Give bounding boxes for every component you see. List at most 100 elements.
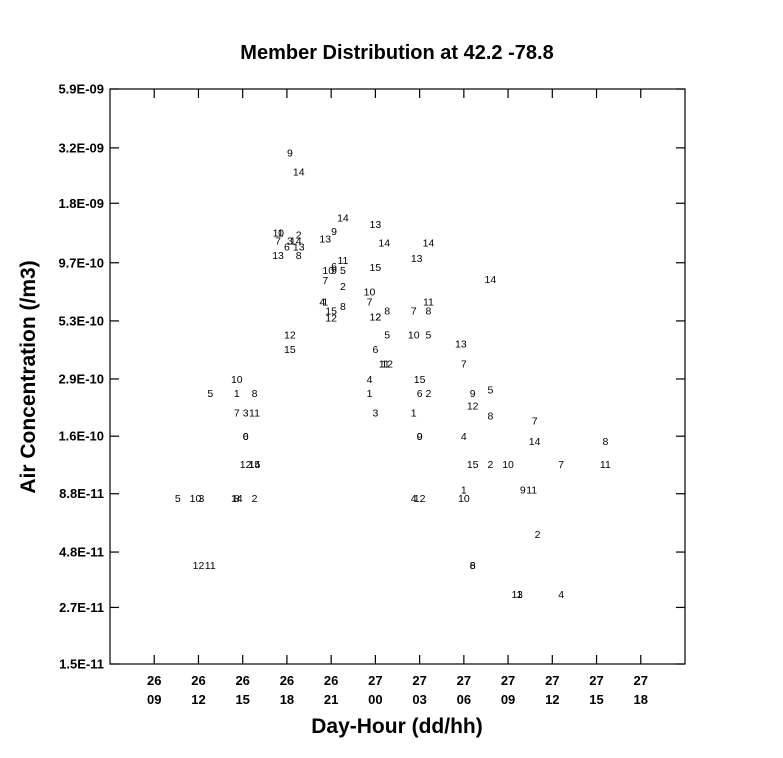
member-point: 10	[190, 493, 202, 505]
member-point: 3	[287, 236, 293, 248]
member-point: 15	[414, 374, 426, 386]
member-point: 12	[370, 311, 382, 323]
x-tick-label-hour: 06	[457, 692, 471, 707]
member-point: 13	[411, 253, 423, 265]
member-point: 11	[379, 359, 390, 371]
x-tick-label-day: 26	[235, 673, 249, 688]
x-tick-label-day: 26	[191, 673, 205, 688]
member-point: 10	[458, 493, 470, 505]
member-point: 1	[367, 388, 373, 400]
member-point: 14	[231, 493, 243, 505]
member-point: 11	[423, 296, 434, 308]
member-point: 6	[331, 261, 337, 273]
x-axis: 2609261226152618262127002703270627092712…	[147, 89, 648, 707]
x-tick-label-hour: 12	[545, 692, 559, 707]
member-point: 12	[325, 312, 337, 324]
member-point: 2	[340, 281, 346, 293]
member-point: 14	[485, 274, 497, 286]
member-point: 15	[284, 344, 296, 356]
member-point: 3	[517, 589, 523, 601]
member-point: 2	[296, 230, 302, 242]
member-point: 7	[275, 236, 281, 248]
member-point: 13	[319, 233, 331, 245]
y-tick-label: 2.9E-10	[58, 371, 104, 386]
member-point: 5	[384, 330, 390, 342]
member-point: 8	[602, 436, 608, 448]
member-point: 10	[502, 459, 514, 471]
member-point: 2	[375, 311, 381, 323]
member-point: 15	[325, 306, 337, 318]
member-point: 14	[290, 236, 302, 248]
y-tick-label: 8.8E-11	[59, 486, 104, 501]
x-tick-label-day: 27	[457, 673, 471, 688]
y-axis: 5.9E-09 3.2E-09 1.8E-09 9.7E-10 5.3E-10 2.9E-…	[58, 82, 685, 672]
member-point: 11	[511, 589, 522, 601]
y-tick-label: 3.2E-09	[58, 140, 104, 155]
member-point: 14	[378, 237, 390, 249]
x-tick-label-day: 27	[412, 673, 426, 688]
member-point: 3	[243, 407, 249, 419]
member-point: 8	[234, 493, 240, 505]
y-tick-label: 5.9E-09	[58, 82, 104, 97]
member-point: 7	[367, 296, 373, 308]
member-point: 2	[426, 388, 432, 400]
member-point: 9	[331, 226, 337, 238]
member-point: 12	[284, 330, 296, 342]
member-point: 8	[340, 301, 346, 313]
member-point: 4	[411, 493, 417, 505]
member-point: 14	[249, 459, 261, 471]
member-point: 14	[423, 237, 435, 249]
x-tick-label-day: 27	[589, 673, 603, 688]
member-point: 8	[470, 560, 476, 572]
member-point: 5	[487, 384, 493, 396]
member-point: 3	[198, 493, 204, 505]
member-point: 11	[205, 560, 216, 572]
x-tick-label-day: 26	[280, 673, 294, 688]
y-tick-label: 9.7E-10	[58, 255, 104, 270]
member-point: 0	[243, 431, 249, 443]
x-tick-label-hour: 15	[589, 692, 603, 707]
member-point: 7	[322, 275, 328, 287]
member-point: 15	[467, 459, 479, 471]
member-point: 8	[487, 411, 493, 423]
member-point: 9	[331, 265, 337, 277]
y-tick-label: 5.3E-10	[58, 313, 104, 328]
x-tick-label-hour: 09	[147, 692, 161, 707]
member-point: 15	[370, 262, 382, 274]
member-point: 8	[252, 388, 258, 400]
member-point: 1	[234, 388, 240, 400]
member-point: 10	[322, 265, 334, 277]
member-point: 6	[243, 431, 249, 443]
member-point: 14	[293, 167, 305, 179]
y-tick-label: 2.7E-11	[59, 600, 104, 615]
y-axis-label: Air Concentration (/m3)	[17, 260, 40, 493]
member-point: 1	[411, 407, 417, 419]
x-tick-label-hour: 18	[280, 692, 294, 707]
x-tick-label-hour: 12	[191, 692, 205, 707]
x-tick-label-day: 27	[634, 673, 648, 688]
member-point: 13	[455, 338, 467, 350]
x-axis-label: Day-Hour (dd/hh)	[311, 715, 482, 738]
member-point: 7	[558, 459, 564, 471]
member-point: 11	[273, 227, 284, 239]
member-point: 4	[319, 296, 325, 308]
member-point: 13	[293, 241, 305, 253]
member-point: 5	[426, 330, 432, 342]
x-tick-label-day: 26	[147, 673, 161, 688]
member-point: 9	[470, 388, 476, 400]
x-tick-label-day: 27	[545, 673, 559, 688]
y-tick-label: 1.8E-09	[58, 196, 104, 211]
x-tick-label-hour: 03	[412, 692, 426, 707]
y-tick-label: 1.5E-11	[59, 657, 104, 672]
member-point: 7	[411, 306, 417, 318]
member-point: 10	[231, 374, 243, 386]
member-point: 8	[296, 250, 302, 262]
member-point: 13	[272, 250, 284, 262]
member-point: 5	[340, 265, 346, 277]
member-point: 8	[384, 306, 390, 318]
member-point: 5	[175, 493, 181, 505]
member-point: 7	[461, 359, 467, 371]
member-point: 9	[287, 148, 293, 160]
member-point: 14	[337, 213, 349, 225]
